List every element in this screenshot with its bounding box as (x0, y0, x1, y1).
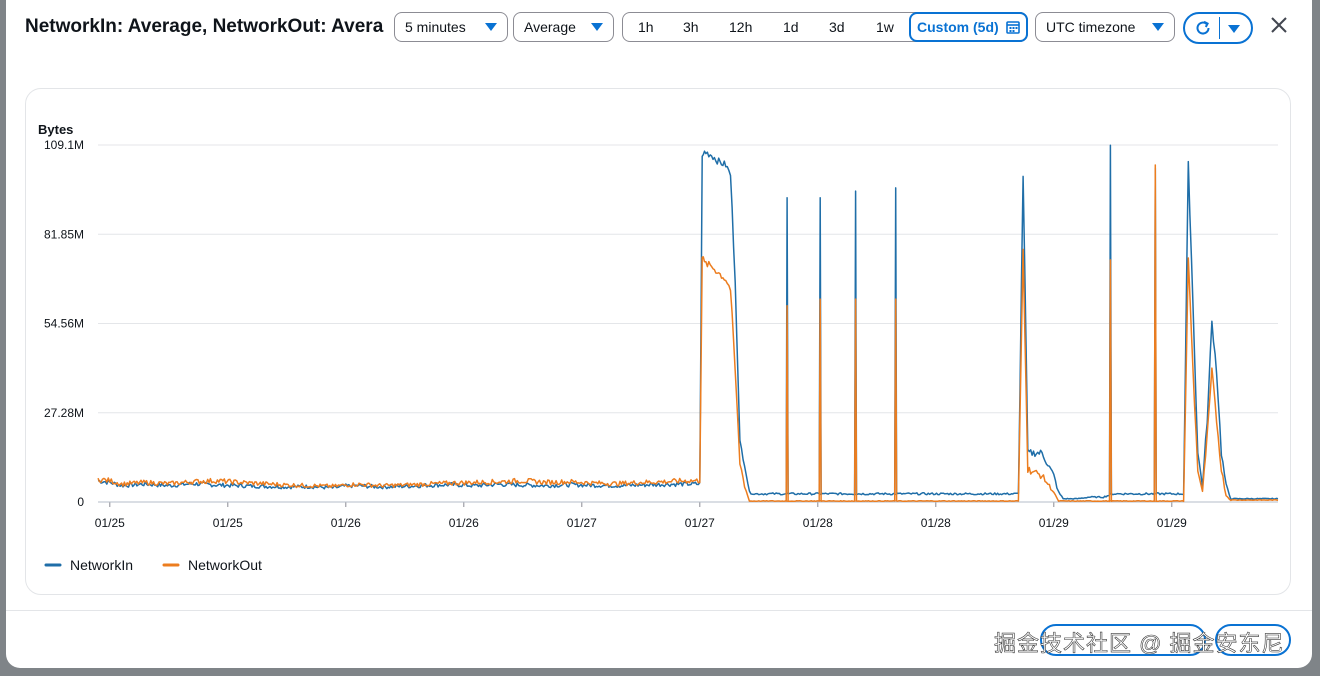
y-axis-label: Bytes (38, 122, 73, 137)
refresh-control (1183, 12, 1253, 44)
chart-legend: NetworkIn NetworkOut (44, 557, 262, 573)
legend-label: NetworkOut (188, 557, 262, 573)
close-icon[interactable] (1270, 16, 1288, 34)
x-axis: 01/25 01/25 01/26 01/26 01/27 01/27 01/28 01/28… (95, 501, 1278, 530)
time-range-selector: 1h 3h 12h 1d 3d 1w Custom (5d) (622, 12, 1028, 42)
legend-label: NetworkIn (70, 557, 133, 573)
x-tick-label: 01/25 (95, 516, 125, 530)
x-tick-label: 01/27 (685, 516, 715, 530)
y-tick-label: 54.56M (44, 317, 84, 331)
x-tick-label: 01/27 (567, 516, 597, 530)
metric-dialog: NetworkIn: Average, NetworkOut: Avera 5 … (6, 0, 1312, 668)
x-tick-label: 01/26 (449, 516, 479, 530)
caret-down-icon (485, 23, 497, 31)
range-3h[interactable]: 3h (683, 19, 699, 35)
statistic-select[interactable]: Average (513, 12, 614, 42)
calendar-icon (1006, 21, 1020, 34)
range-3d[interactable]: 3d (829, 19, 845, 35)
caret-down-icon (591, 23, 603, 31)
footer-divider (6, 610, 1312, 611)
chart-series (97, 144, 1279, 503)
x-tick-label: 01/25 (213, 516, 243, 530)
x-tick-label: 01/26 (331, 516, 361, 530)
y-tick-label: 27.28M (44, 406, 84, 420)
range-custom-button[interactable]: Custom (5d) (909, 12, 1028, 42)
range-1d[interactable]: 1d (783, 19, 799, 35)
x-tick-label: 01/29 (1157, 516, 1187, 530)
refresh-divider (1219, 17, 1220, 39)
range-12h[interactable]: 12h (729, 19, 753, 35)
timezone-value: UTC timezone (1046, 19, 1136, 35)
caret-down-icon (1152, 23, 1164, 31)
watermark: 掘金技术社区 @ 掘金安东尼 (994, 631, 1285, 657)
close-button[interactable] (1215, 624, 1291, 656)
y-tick-label: 81.85M (44, 227, 84, 241)
y-tick-label: 0 (77, 495, 84, 509)
series-line-networkout (97, 164, 1279, 503)
range-custom-label: Custom (5d) (917, 19, 999, 35)
chart-card: Bytes 109.1M 81.85M 54.56M 27.28M 0 01/25 01/2… (25, 88, 1291, 595)
x-tick-label: 01/28 (921, 516, 951, 530)
x-tick-label: 01/29 (1039, 516, 1069, 530)
refresh-options-dropdown[interactable] (1228, 25, 1240, 33)
chart-gridlines (98, 144, 1278, 503)
range-1h[interactable]: 1h (638, 19, 654, 35)
dialog-title: NetworkIn: Average, NetworkOut: Avera (25, 16, 384, 37)
refresh-icon[interactable] (1194, 19, 1212, 37)
timezone-select[interactable]: UTC timezone (1035, 12, 1175, 42)
y-tick-label: 109.1M (44, 138, 84, 152)
range-1w[interactable]: 1w (876, 19, 894, 35)
period-select[interactable]: 5 minutes (394, 12, 508, 42)
view-in-metrics-button[interactable] (1040, 624, 1206, 656)
series-line-networkin (97, 144, 1279, 500)
x-tick-label: 01/28 (803, 516, 833, 530)
statistic-value: Average (524, 19, 576, 35)
period-value: 5 minutes (405, 19, 466, 35)
dialog-header: NetworkIn: Average, NetworkOut: Avera 5 … (6, 0, 1312, 58)
